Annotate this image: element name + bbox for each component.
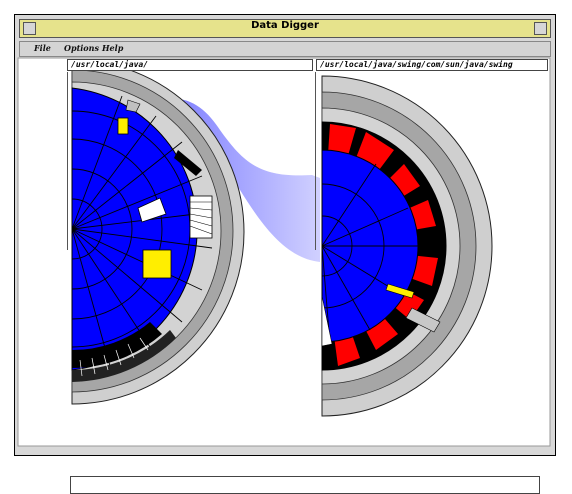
left-fan-dense-files-outer bbox=[72, 330, 176, 382]
right-path-field[interactable]: /usr/local/java/swing/com/sun/java/swing bbox=[316, 59, 548, 71]
left-fan-file-ticks bbox=[79, 337, 149, 377]
left-fan-file-cluster bbox=[189, 195, 213, 239]
left-path-field[interactable]: /usr/local/java/ bbox=[67, 59, 313, 71]
left-directory-fan[interactable] bbox=[71, 59, 245, 405]
left-fan-file-block bbox=[137, 197, 167, 223]
left-path-divider bbox=[67, 72, 68, 250]
menu-file[interactable]: File bbox=[34, 43, 51, 53]
title-bar[interactable]: Data Digger bbox=[19, 19, 551, 38]
left-fan-selected-node[interactable] bbox=[142, 249, 172, 279]
directory-link-band bbox=[128, 97, 320, 263]
left-fan-dense-files-top bbox=[174, 150, 202, 176]
status-field[interactable] bbox=[70, 476, 540, 494]
right-path-divider bbox=[315, 72, 316, 250]
right-fan-selected-node[interactable] bbox=[385, 283, 415, 299]
left-fan-gray-node bbox=[125, 99, 141, 113]
menu-options[interactable]: Options bbox=[64, 43, 99, 53]
menu-help[interactable]: Help bbox=[102, 43, 124, 53]
right-directory-fan[interactable] bbox=[321, 75, 493, 417]
menu-bar: File Options Help bbox=[19, 41, 551, 57]
window-minimize-icon[interactable] bbox=[534, 22, 547, 35]
visualization-svg bbox=[17, 57, 551, 447]
left-fan-file-lines bbox=[189, 201, 213, 235]
window-title: Data Digger bbox=[251, 20, 319, 31]
left-fan-dense-files bbox=[72, 322, 162, 368]
left-fan-highlight-node[interactable] bbox=[117, 117, 129, 135]
right-fan-white-node bbox=[321, 295, 333, 347]
right-fan-gray-node bbox=[405, 307, 441, 333]
window-close-icon[interactable] bbox=[23, 22, 36, 35]
canvas-overlay: /usr/local/java/ /usr/local/java/swing/c… bbox=[18, 58, 550, 494]
